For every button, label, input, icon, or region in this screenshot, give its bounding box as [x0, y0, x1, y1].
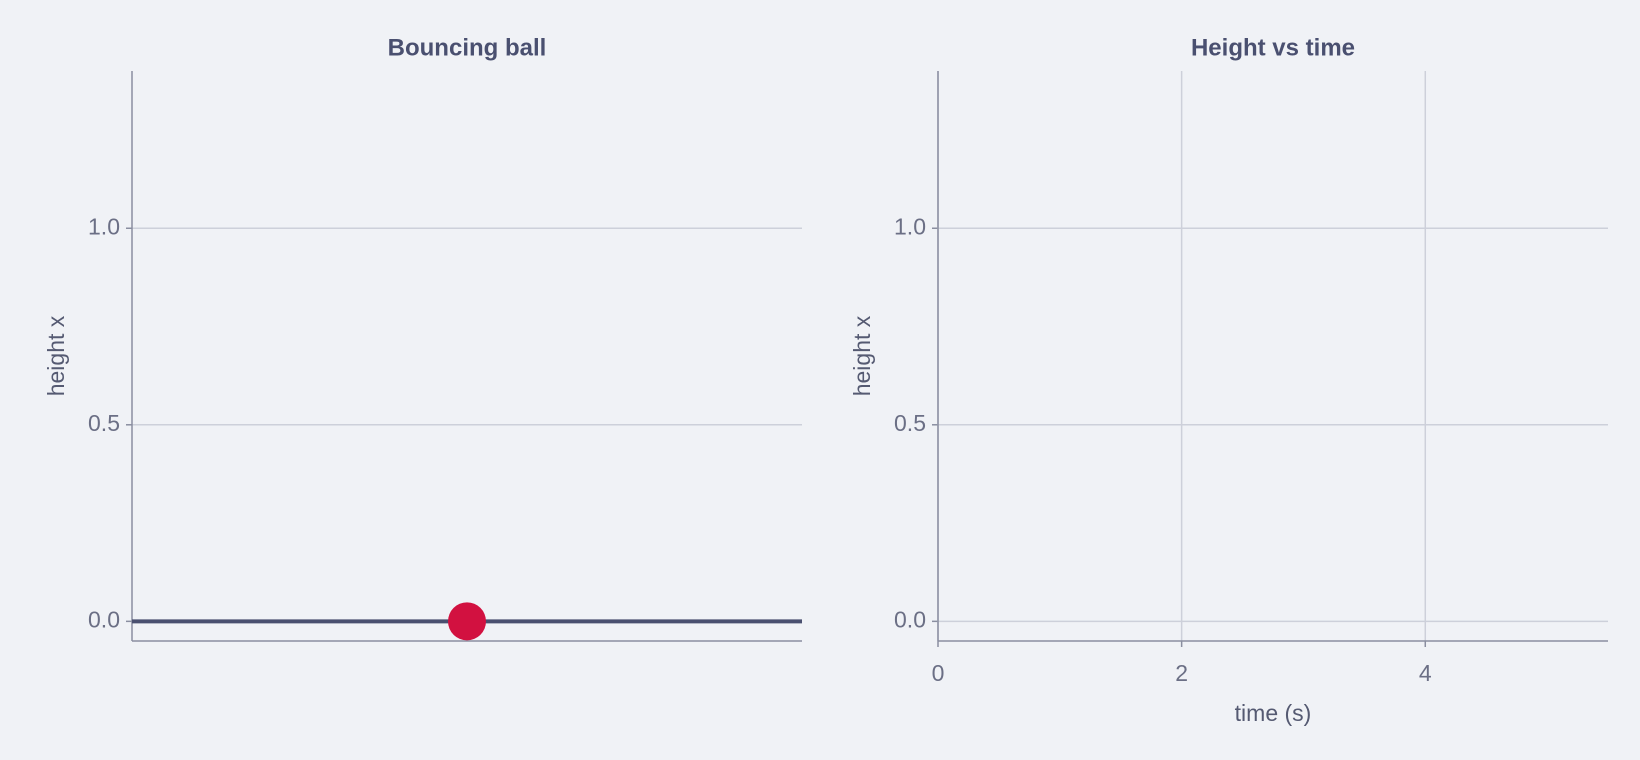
ball	[448, 602, 486, 641]
x-tick-label: 4	[1419, 660, 1432, 686]
x-axis-label: time (s)	[1235, 700, 1312, 726]
y-axis-label: height x	[849, 315, 875, 396]
y-tick-label: 1.0	[88, 213, 120, 239]
x-tick-label: 2	[1175, 660, 1188, 686]
x-tick-label: 0	[932, 660, 945, 686]
y-tick-label: 0.5	[894, 410, 926, 436]
y-tick-label: 0.0	[88, 606, 120, 632]
chart-title: Bouncing ball	[388, 34, 547, 61]
y-axis-label: height x	[43, 315, 69, 396]
y-tick-label: 0.0	[894, 606, 926, 632]
chart-title: Height vs time	[1191, 34, 1355, 61]
y-tick-label: 1.0	[894, 213, 926, 239]
y-tick-label: 0.5	[88, 410, 120, 436]
